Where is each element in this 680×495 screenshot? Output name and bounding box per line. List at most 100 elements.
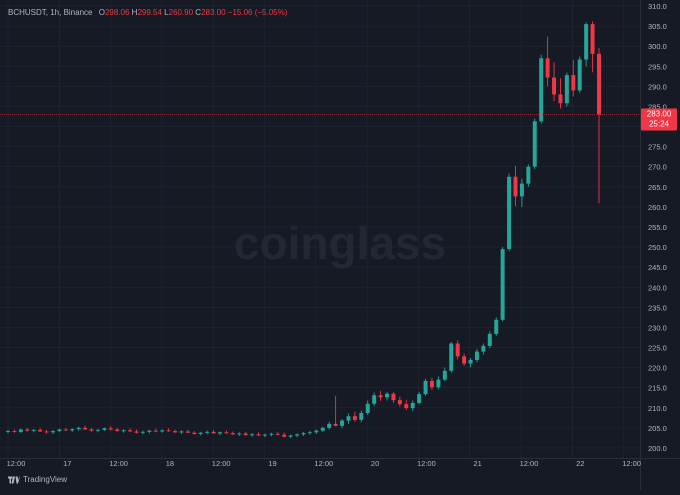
candle: [462, 353, 467, 366]
candle-body: [288, 435, 293, 437]
candle: [327, 421, 332, 430]
candle-body: [63, 429, 68, 431]
candle: [314, 429, 319, 434]
candle: [385, 391, 390, 401]
y-tick-label: 300.0: [648, 42, 667, 51]
candle-body: [404, 404, 409, 409]
candle: [417, 391, 422, 405]
candle: [102, 427, 107, 432]
y-tick-label: 210.0: [648, 404, 667, 413]
candle-body: [31, 429, 36, 431]
candle: [179, 430, 184, 434]
candle: [153, 428, 158, 433]
candle-body: [115, 429, 120, 432]
candle: [217, 431, 222, 436]
last-price-countdown: 25:24: [649, 120, 670, 129]
candle-body: [333, 423, 338, 426]
candle: [295, 433, 300, 438]
candle-body: [70, 429, 75, 431]
candle-body: [256, 434, 261, 436]
candle-body: [269, 433, 274, 435]
candle: [76, 426, 81, 431]
x-tick-label: 22: [576, 459, 584, 468]
candle-body: [224, 432, 229, 434]
candle-body: [455, 343, 460, 357]
candle-body: [173, 431, 178, 433]
candle: [224, 430, 229, 434]
candle: [211, 429, 216, 434]
y-tick-label: 245.0: [648, 263, 667, 272]
candle: [198, 431, 203, 436]
candle: [474, 349, 479, 363]
candle-body: [295, 434, 300, 436]
candle-body: [76, 427, 81, 430]
candle: [359, 410, 364, 423]
candle-body: [346, 416, 351, 421]
candle: [571, 59, 576, 97]
candle-body: [108, 428, 113, 430]
candle: [83, 425, 88, 430]
low-value: 260.90: [168, 8, 194, 17]
y-tick-label: 240.0: [648, 283, 667, 292]
candle: [340, 419, 345, 429]
candle-body: [436, 379, 441, 388]
tradingview-brand[interactable]: TradingView: [8, 475, 67, 484]
candle: [346, 413, 351, 424]
candle-body: [487, 333, 492, 346]
candle: [307, 430, 312, 435]
candle: [500, 247, 505, 322]
low-label: L: [164, 8, 169, 17]
y-tick-label: 250.0: [648, 243, 667, 252]
y-tick-label: 270.0: [648, 163, 667, 172]
candle: [436, 376, 441, 390]
candle: [597, 48, 601, 204]
candle: [256, 432, 261, 436]
x-axis: 12:00 17 12:00 18 12:00 19 12:00 20 12:00 21 12:00…: [7, 459, 641, 468]
candle: [108, 426, 113, 431]
candle: [128, 428, 133, 432]
candle: [63, 427, 68, 432]
candle-body: [545, 58, 550, 78]
candle-body: [462, 356, 467, 364]
candle: [121, 429, 126, 433]
candle: [577, 56, 582, 93]
candle: [173, 429, 178, 434]
candle: [95, 428, 100, 433]
candle: [410, 400, 415, 411]
candle-body: [121, 430, 126, 432]
candle: [6, 429, 10, 434]
candle: [552, 62, 557, 102]
y-tick-label: 290.0: [648, 82, 667, 91]
candle-body: [128, 430, 133, 432]
candle-body: [564, 75, 569, 104]
candle: [70, 428, 75, 432]
candle-body: [134, 431, 139, 433]
candle-body: [474, 351, 479, 360]
symbol-label[interactable]: BCHUSDT, 1h, Binance: [8, 8, 93, 17]
y-tick-label: 310.0: [648, 2, 667, 11]
candle: [250, 433, 255, 437]
candle: [526, 164, 531, 187]
x-tick-label: 20: [371, 459, 379, 468]
candle-body: [282, 434, 287, 437]
x-tick-label: 12:00: [109, 459, 128, 468]
candles: [6, 21, 601, 439]
y-tick-label: 295.0: [648, 62, 667, 71]
candle: [89, 427, 94, 432]
candle-body: [429, 380, 434, 388]
candle: [429, 377, 434, 391]
open-value: 298.06: [104, 8, 130, 17]
high-value: 299.54: [137, 8, 162, 17]
candle: [269, 432, 274, 437]
candle-body: [378, 395, 383, 398]
candle: [494, 317, 499, 336]
candle-body: [372, 395, 377, 404]
candle: [166, 428, 171, 432]
candle: [507, 173, 512, 252]
close-value: 283.00: [201, 8, 226, 17]
candle-body: [57, 429, 62, 432]
candle: [564, 72, 569, 107]
candle: [584, 22, 589, 67]
candle: [192, 431, 197, 435]
